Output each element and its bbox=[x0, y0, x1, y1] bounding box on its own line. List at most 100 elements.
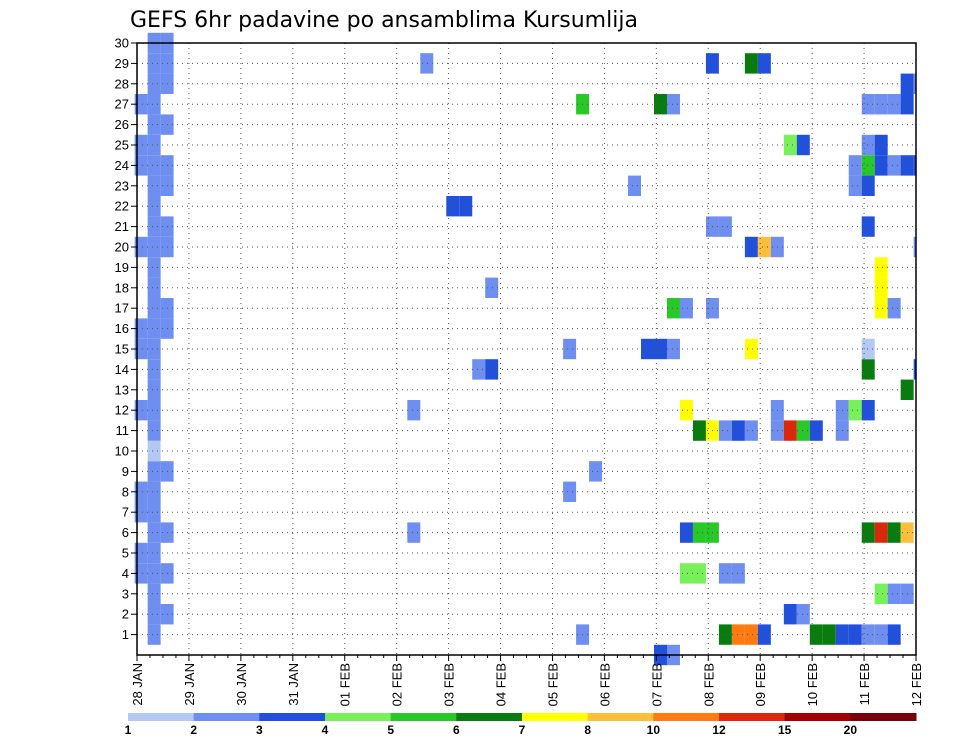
colorbar-swatch bbox=[784, 713, 851, 721]
colorbar-swatch bbox=[653, 713, 720, 721]
precip-cell bbox=[147, 359, 161, 380]
colorbar-label: 4 bbox=[322, 723, 329, 737]
precip-cell bbox=[666, 338, 680, 360]
precip-cell bbox=[147, 338, 161, 360]
precip-cell bbox=[147, 481, 161, 502]
precip-cell bbox=[887, 155, 901, 176]
precip-cell bbox=[134, 338, 148, 360]
precip-cell bbox=[563, 338, 577, 360]
precip-cell bbox=[744, 236, 758, 258]
precip-cell bbox=[147, 175, 161, 196]
precip-cell bbox=[887, 624, 901, 645]
precip-cell bbox=[147, 134, 161, 156]
precip-cell bbox=[744, 53, 758, 74]
chart-title: GEFS 6hr padavine po ansamblima Kursumli… bbox=[130, 8, 638, 33]
y-tick-label: 23 bbox=[115, 178, 129, 193]
y-tick-label: 2 bbox=[122, 607, 129, 622]
precip-cell bbox=[692, 563, 706, 584]
precip-cell bbox=[783, 604, 797, 625]
precip-cell bbox=[653, 338, 667, 360]
precip-cell bbox=[679, 522, 693, 543]
precip-cell bbox=[848, 155, 862, 176]
y-tick-label: 5 bbox=[122, 546, 129, 561]
y-tick-label: 11 bbox=[116, 423, 130, 438]
precip-cell bbox=[147, 298, 161, 319]
precip-cell bbox=[861, 94, 875, 115]
precip-cell bbox=[874, 155, 888, 176]
y-tick-label: 19 bbox=[115, 260, 129, 275]
heatmap-cells bbox=[134, 32, 916, 666]
precip-cell bbox=[147, 318, 161, 339]
y-tick-label: 18 bbox=[115, 280, 129, 295]
x-tick-label: 11 FEB bbox=[857, 663, 872, 705]
colorbar-label: 7 bbox=[519, 723, 526, 737]
colorbar-swatch bbox=[390, 713, 457, 721]
precip-cell bbox=[874, 134, 888, 156]
precip-cell bbox=[887, 522, 901, 543]
precip-cell bbox=[666, 298, 680, 319]
y-tick-label: 4 bbox=[122, 566, 129, 581]
precip-cell bbox=[913, 359, 916, 380]
y-tick-label: 9 bbox=[122, 464, 129, 479]
colorbar-swatch bbox=[259, 713, 326, 721]
precip-cell bbox=[874, 624, 888, 645]
y-tick-label: 15 bbox=[115, 342, 129, 357]
precip-cell bbox=[407, 522, 421, 543]
y-tick-label: 27 bbox=[115, 97, 129, 112]
precip-cell bbox=[874, 94, 888, 115]
precip-cell bbox=[147, 277, 161, 298]
precip-cell bbox=[134, 502, 148, 523]
precip-cell bbox=[147, 155, 161, 176]
colorbar-label: 3 bbox=[256, 723, 263, 737]
precip-cell bbox=[147, 502, 161, 523]
precip-cell bbox=[692, 420, 706, 441]
y-tick-label: 12 bbox=[115, 403, 129, 418]
precip-cell bbox=[420, 53, 434, 74]
x-tick-label: 10 FEB bbox=[805, 663, 820, 706]
precip-cell bbox=[134, 155, 148, 176]
colorbar-swatch bbox=[193, 713, 260, 721]
x-tick-label: 12 FEB bbox=[909, 663, 924, 706]
precip-cell bbox=[757, 53, 771, 74]
precip-cell bbox=[147, 94, 161, 115]
precip-cell bbox=[848, 175, 862, 196]
y-tick-label: 17 bbox=[115, 301, 129, 316]
precip-cell bbox=[134, 236, 148, 258]
y-tick-label: 20 bbox=[115, 240, 129, 255]
precip-cell bbox=[134, 542, 148, 564]
precip-cell bbox=[147, 53, 161, 74]
x-tick-label: 08 FEB bbox=[701, 663, 716, 706]
precip-cell bbox=[563, 481, 577, 502]
x-tick-label: 31 JAN bbox=[286, 663, 301, 706]
y-tick-label: 22 bbox=[115, 199, 129, 214]
colorbar-swatch bbox=[719, 713, 786, 721]
x-tick-label: 03 FEB bbox=[442, 663, 457, 706]
precip-cell bbox=[757, 236, 771, 258]
precip-cell bbox=[861, 175, 875, 196]
precip-cell bbox=[679, 298, 693, 319]
precip-cell bbox=[147, 236, 161, 258]
precip-cell bbox=[822, 624, 836, 645]
x-tick-label: 04 FEB bbox=[494, 663, 509, 706]
precip-cell bbox=[147, 114, 161, 135]
precip-cell bbox=[147, 73, 161, 94]
precip-cell bbox=[861, 624, 875, 645]
colorbar-label: 1 bbox=[125, 723, 132, 737]
precip-cell bbox=[718, 563, 732, 584]
y-tick-label: 6 bbox=[122, 525, 129, 540]
precip-cell bbox=[744, 420, 758, 441]
precip-cell bbox=[861, 522, 875, 543]
precip-cell bbox=[718, 624, 732, 645]
precip-cell bbox=[744, 624, 758, 645]
y-tick-label: 13 bbox=[115, 382, 129, 397]
precip-cell bbox=[796, 420, 810, 441]
y-tick-label: 1 bbox=[122, 627, 129, 642]
precip-cell bbox=[589, 461, 603, 482]
precip-cell bbox=[134, 481, 148, 502]
x-tick-label: 30 JAN bbox=[234, 663, 249, 706]
precip-cell bbox=[848, 624, 862, 645]
colorbar-label: 12 bbox=[712, 723, 726, 737]
precip-cell bbox=[147, 604, 161, 625]
precip-cell bbox=[134, 134, 148, 156]
precip-cell bbox=[147, 522, 161, 543]
